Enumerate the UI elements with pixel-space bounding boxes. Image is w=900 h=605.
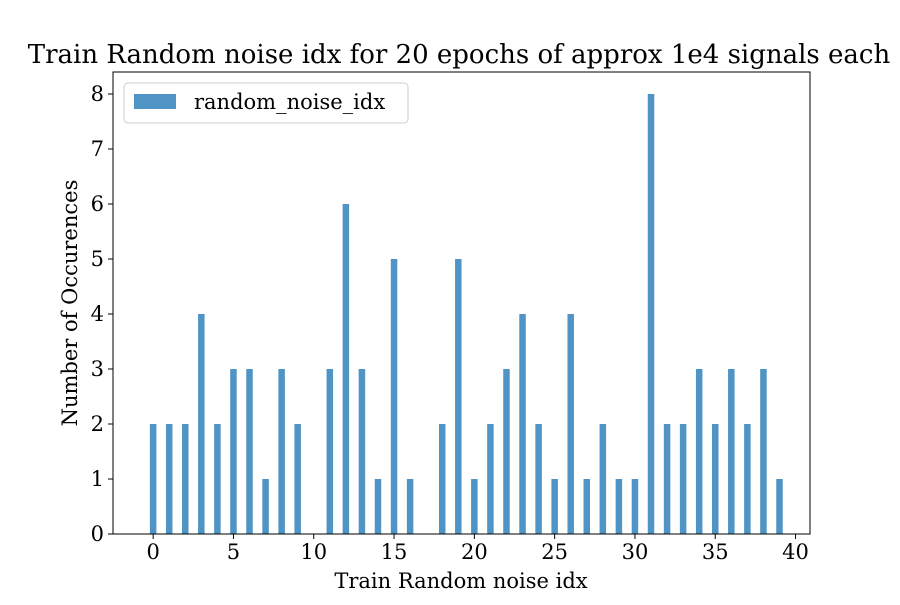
x-tick-label: 25 — [541, 540, 568, 564]
bar — [631, 479, 639, 534]
x-tick-label: 5 — [227, 540, 240, 564]
bar — [358, 369, 366, 534]
x-axis: 0 5 10 15 20 25 30 35 40 — [146, 534, 809, 564]
bar — [294, 424, 301, 534]
bar — [744, 424, 751, 534]
y-tick-label: 7 — [91, 137, 104, 161]
bar — [663, 424, 671, 534]
bar — [567, 314, 574, 534]
bar — [198, 314, 205, 534]
legend-swatch — [134, 94, 176, 109]
bar — [406, 479, 414, 534]
legend-label: random_noise_idx — [194, 90, 385, 114]
chart-title: Train Random noise idx for 20 epochs of … — [28, 40, 891, 70]
y-tick-label: 8 — [91, 82, 104, 106]
legend-box — [123, 82, 409, 124]
x-tick-label: 0 — [146, 540, 159, 564]
bar — [246, 369, 253, 534]
x-tick-label: 20 — [461, 540, 488, 564]
bar — [599, 424, 607, 534]
legend: random_noise_idx — [123, 82, 409, 124]
bar — [551, 479, 558, 534]
bar — [679, 424, 687, 534]
bar — [695, 369, 703, 534]
y-axis: 0 1 2 3 4 5 6 7 8 — [91, 82, 113, 546]
y-tick-label: 2 — [91, 412, 104, 436]
bar — [647, 94, 655, 534]
bar — [374, 479, 382, 534]
bar — [438, 424, 446, 534]
bar — [149, 424, 157, 534]
bar — [728, 369, 735, 534]
bar — [390, 259, 398, 534]
bar — [535, 424, 542, 534]
x-tick-label: 15 — [381, 540, 408, 564]
bar — [712, 424, 719, 534]
bar — [583, 479, 591, 534]
x-tick-label: 10 — [300, 540, 327, 564]
bars-layer — [149, 94, 783, 534]
plot-frame — [112, 71, 811, 535]
bar — [165, 424, 173, 534]
y-tick-label: 6 — [91, 192, 104, 216]
bar — [214, 424, 221, 534]
bar — [455, 259, 462, 534]
bar — [615, 479, 623, 534]
x-axis-label: Train Random noise idx — [334, 569, 587, 593]
x-tick-label: 35 — [702, 540, 729, 564]
x-tick-label: 30 — [622, 540, 649, 564]
x-tick-label: 40 — [782, 540, 809, 564]
bar — [503, 369, 510, 534]
y-tick-label: 0 — [91, 522, 104, 546]
bar — [342, 204, 350, 534]
bar — [230, 369, 237, 534]
bar — [278, 369, 285, 534]
bar — [487, 424, 494, 534]
y-tick-label: 4 — [91, 302, 104, 326]
bar — [326, 369, 334, 534]
bar — [182, 424, 189, 534]
bar — [262, 479, 269, 534]
y-tick-label: 3 — [91, 357, 104, 381]
y-tick-label: 1 — [91, 467, 104, 491]
bar — [519, 314, 526, 534]
y-tick-label: 5 — [91, 247, 104, 271]
y-axis-label: Number of Occurences — [58, 180, 82, 427]
bar — [471, 479, 478, 534]
bar — [760, 369, 767, 534]
bar — [776, 479, 783, 534]
